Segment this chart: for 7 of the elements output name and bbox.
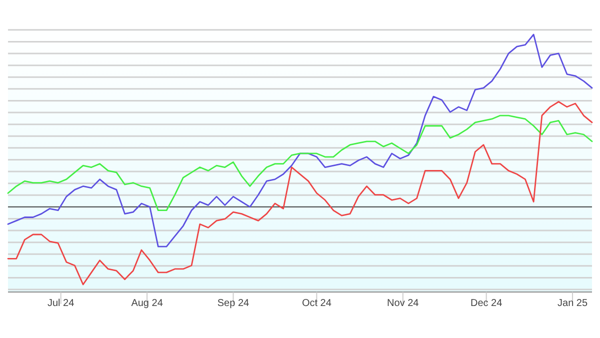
x-tick-label: Sep 24 xyxy=(217,298,250,309)
x-tick-label: Jul 24 xyxy=(47,298,75,309)
x-tick-label: Nov 24 xyxy=(387,298,420,309)
x-tick-label: Jan 25 xyxy=(558,298,588,309)
x-tick-label: Aug 24 xyxy=(131,298,164,309)
x-tick-label: Oct 24 xyxy=(302,298,332,309)
x-tick-label: Dec 24 xyxy=(470,298,503,309)
